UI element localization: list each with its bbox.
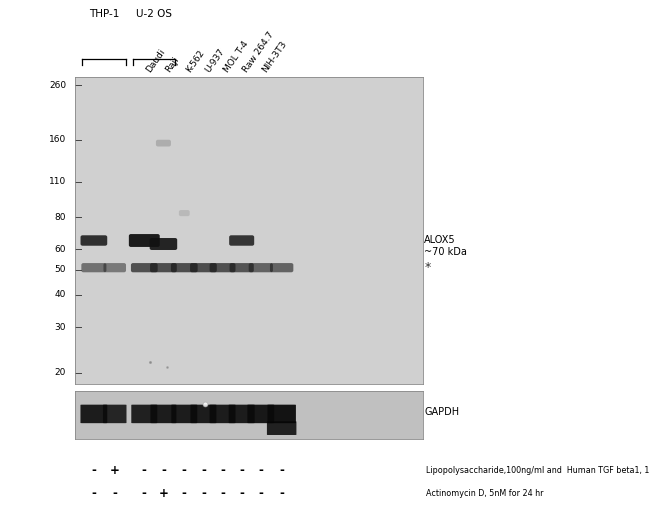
Text: -: - [201, 464, 206, 477]
Text: 50: 50 [55, 265, 66, 275]
FancyBboxPatch shape [131, 405, 157, 423]
Text: 160: 160 [49, 135, 66, 144]
Text: 20: 20 [55, 368, 66, 377]
FancyBboxPatch shape [150, 263, 177, 272]
FancyBboxPatch shape [249, 263, 273, 272]
FancyBboxPatch shape [209, 405, 235, 423]
Text: 80: 80 [55, 213, 66, 222]
Text: -: - [161, 464, 166, 477]
Text: +: + [159, 487, 168, 501]
FancyBboxPatch shape [190, 263, 216, 272]
Text: 110: 110 [49, 177, 66, 186]
FancyBboxPatch shape [190, 405, 216, 423]
Text: Lipopolysaccharide,100ng/ml and  Human TGF beta1, 1ng/ml for 72 hr: Lipopolysaccharide,100ng/ml and Human TG… [426, 466, 650, 475]
Text: -: - [220, 487, 225, 501]
Text: +: + [110, 464, 120, 477]
FancyBboxPatch shape [179, 210, 190, 216]
Text: -: - [142, 464, 147, 477]
Text: K-562: K-562 [185, 49, 206, 74]
Text: -: - [182, 464, 187, 477]
Text: 60: 60 [55, 245, 66, 254]
FancyBboxPatch shape [129, 234, 160, 247]
Text: -: - [142, 487, 147, 501]
Text: -: - [258, 464, 263, 477]
Text: -: - [201, 487, 206, 501]
Text: U-2 OS: U-2 OS [136, 9, 172, 19]
FancyBboxPatch shape [103, 263, 126, 272]
Text: 260: 260 [49, 80, 66, 90]
FancyBboxPatch shape [209, 263, 235, 272]
Text: NIH-3T3: NIH-3T3 [261, 39, 289, 74]
Text: THP-1: THP-1 [89, 9, 120, 19]
FancyBboxPatch shape [156, 140, 171, 147]
Text: -: - [239, 487, 244, 501]
Text: -: - [280, 487, 284, 501]
Text: Actinomycin D, 5nM for 24 hr: Actinomycin D, 5nM for 24 hr [426, 489, 543, 498]
Text: 30: 30 [55, 322, 66, 332]
FancyBboxPatch shape [267, 422, 296, 435]
FancyBboxPatch shape [229, 405, 255, 423]
FancyBboxPatch shape [229, 235, 254, 246]
Text: Raw 264.7: Raw 264.7 [242, 30, 276, 74]
Text: -: - [182, 487, 187, 501]
FancyBboxPatch shape [81, 405, 107, 423]
FancyBboxPatch shape [81, 263, 107, 272]
Text: Daudi: Daudi [144, 47, 167, 74]
Text: -: - [280, 464, 284, 477]
Text: -: - [220, 464, 225, 477]
Text: -: - [239, 464, 244, 477]
FancyBboxPatch shape [248, 405, 274, 423]
FancyBboxPatch shape [229, 263, 254, 272]
Text: -: - [112, 487, 117, 501]
FancyBboxPatch shape [81, 235, 107, 246]
Text: 40: 40 [55, 291, 66, 299]
Text: -: - [258, 487, 263, 501]
Text: ALOX5
~70 kDa: ALOX5 ~70 kDa [424, 235, 467, 256]
FancyBboxPatch shape [267, 405, 296, 423]
Text: -: - [92, 487, 96, 501]
FancyBboxPatch shape [171, 263, 198, 272]
Text: GAPDH: GAPDH [424, 408, 460, 417]
Text: MOL T-4: MOL T-4 [222, 40, 250, 74]
Text: *: * [424, 261, 430, 274]
FancyBboxPatch shape [150, 238, 177, 250]
FancyBboxPatch shape [103, 405, 127, 423]
Text: Raji: Raji [163, 55, 181, 74]
FancyBboxPatch shape [270, 263, 293, 272]
FancyBboxPatch shape [150, 405, 176, 423]
FancyBboxPatch shape [172, 405, 198, 423]
FancyBboxPatch shape [131, 263, 158, 272]
Text: -: - [92, 464, 96, 477]
Text: U-937: U-937 [203, 47, 226, 74]
